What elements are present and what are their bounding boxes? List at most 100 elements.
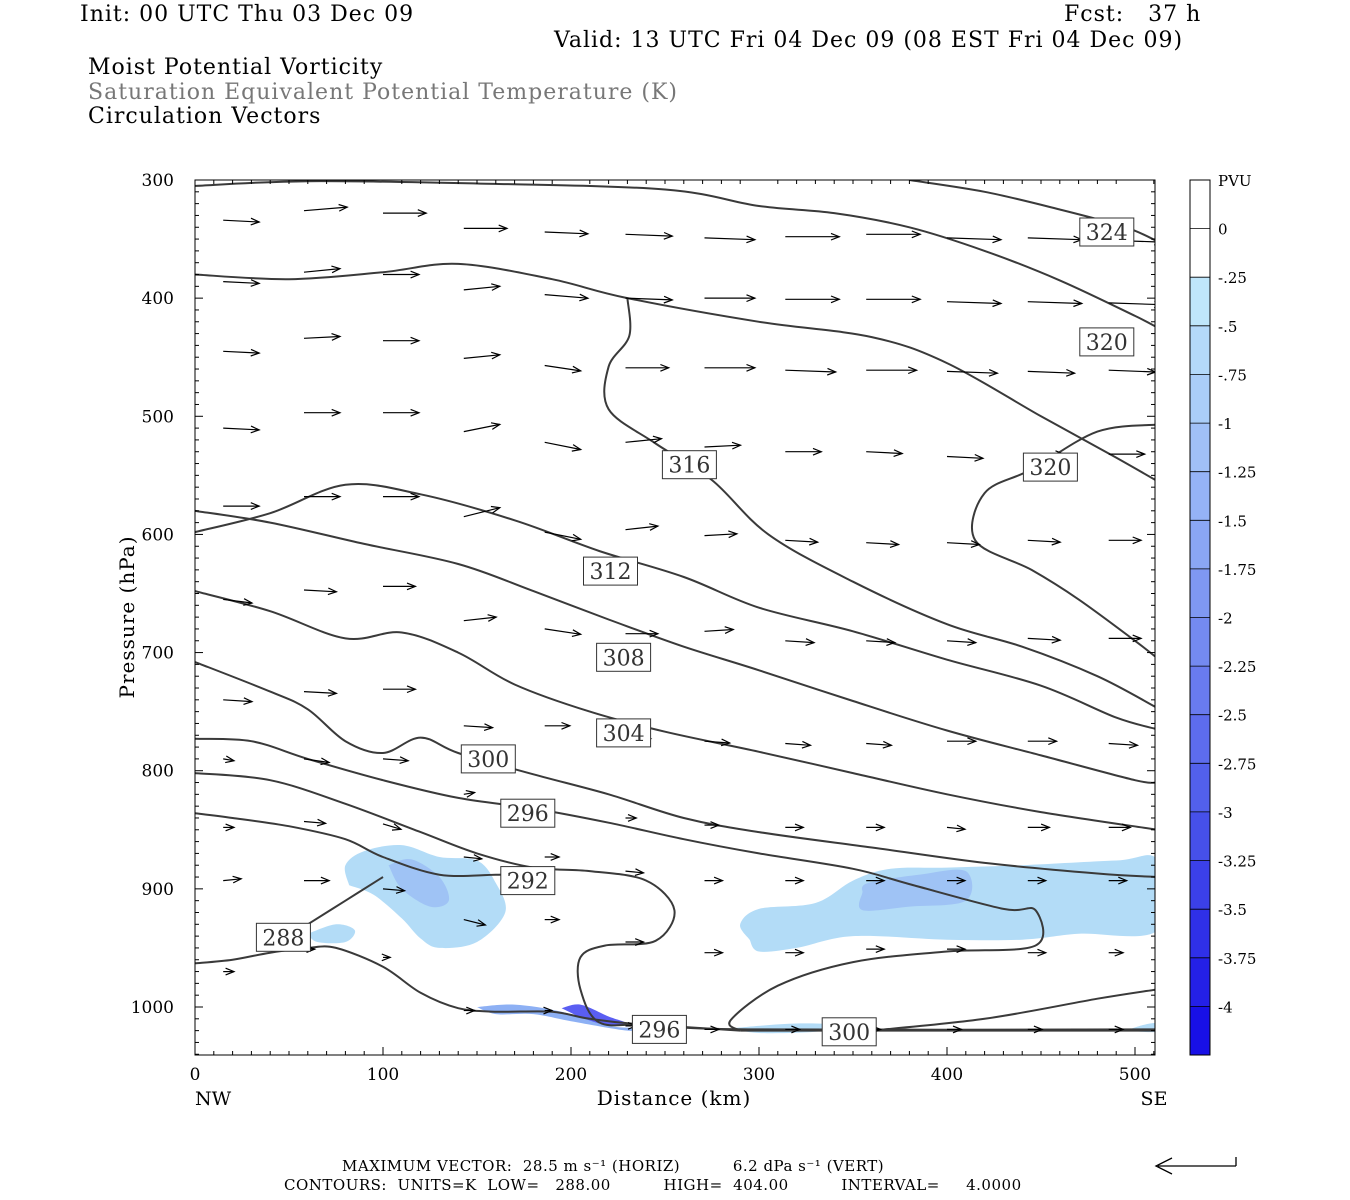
vector-arrow — [785, 295, 841, 304]
colorbar-label: -2 — [1218, 610, 1233, 628]
colorbar-label: 0 — [1218, 221, 1228, 239]
vector-arrow — [1027, 299, 1084, 308]
vector-arrow — [946, 369, 1000, 377]
contour-label-308: 308 — [596, 642, 652, 672]
vector-arrow — [785, 537, 820, 546]
contour-line-308 — [195, 590, 1155, 831]
svg-text:296: 296 — [507, 802, 549, 827]
vector-arrow — [785, 638, 816, 646]
vector-arrow — [223, 823, 236, 832]
colorbar-swatch — [1190, 909, 1210, 959]
vector-arrow — [866, 230, 922, 239]
contour-line-296 — [195, 772, 741, 1032]
vector-arrow — [223, 967, 236, 976]
vector-arrow — [463, 919, 487, 927]
vector-arrow — [1108, 634, 1143, 643]
vector-arrow — [704, 626, 735, 634]
y-tick-label: 700 — [142, 644, 174, 664]
vector-arrow — [704, 821, 721, 829]
pv-shading — [307, 844, 1155, 1034]
svg-text:288: 288 — [262, 926, 304, 951]
vector-arrow — [223, 217, 261, 226]
vector-arrow — [303, 265, 342, 274]
vector-arrow — [866, 945, 886, 953]
svg-text:320: 320 — [1029, 456, 1071, 481]
colorbar-label: -1.25 — [1218, 464, 1256, 482]
y-tick-label: 500 — [142, 407, 174, 427]
colorbar-swatch — [1190, 520, 1210, 570]
vector-arrow — [223, 425, 261, 434]
vector-arrow — [544, 441, 583, 452]
vector-arrow — [625, 435, 664, 444]
vector-arrow — [463, 854, 484, 862]
vector-arrow — [947, 876, 967, 885]
field-title-theta-es: Saturation Equivalent Potential Temperat… — [88, 80, 678, 105]
vector-arrow — [785, 740, 813, 749]
vector-arrow — [1108, 1025, 1125, 1034]
vector-arrow — [544, 853, 561, 861]
vector-arrow — [1027, 1025, 1044, 1034]
vector-arrow — [866, 740, 894, 749]
y-tick-label: 300 — [142, 171, 174, 191]
colorbar-label: -1 — [1218, 415, 1233, 433]
colorbar-swatch — [1190, 617, 1210, 667]
vector-arrow — [785, 823, 805, 832]
vector-arrow — [785, 1025, 802, 1034]
vector-arrow — [383, 492, 421, 501]
forecast-hour: Fcst: 37 h — [1064, 2, 1202, 27]
colorbar-label: -3.75 — [1218, 950, 1256, 968]
x-axis-title: Distance (km) — [597, 1086, 752, 1110]
vector-arrow — [303, 587, 339, 596]
vector-arrow — [383, 336, 421, 345]
colorbar-swatch — [1190, 374, 1210, 424]
colorbar-swatch — [1190, 277, 1210, 327]
vector-arrow — [383, 209, 428, 217]
contour-line-292b — [307, 876, 384, 926]
vector-arrow — [866, 366, 919, 375]
contour-label-320: 320 — [1022, 452, 1078, 482]
pv-shade-region-2 — [388, 858, 450, 908]
svg-text:292: 292 — [507, 870, 549, 895]
vector-arrow — [866, 823, 886, 832]
contour-line-304 — [195, 661, 1155, 878]
colorbar-swatch — [1190, 568, 1210, 618]
vector-arrow — [381, 953, 392, 962]
vector-arrow — [1108, 300, 1155, 309]
x-tick-label: 300 — [743, 1065, 775, 1085]
svg-text:300: 300 — [467, 748, 509, 773]
vector-arrow — [1108, 740, 1140, 749]
vector-arrow — [1027, 823, 1052, 832]
vector-arrow — [1027, 737, 1059, 746]
vector-arrow — [625, 868, 646, 876]
vector-arrow — [543, 1006, 554, 1015]
theta-es-contours — [195, 180, 1155, 1032]
vector-arrow — [223, 502, 261, 510]
colorbar-swatch — [1190, 666, 1210, 716]
vector-arrow — [785, 447, 823, 456]
vector-arrow — [625, 231, 674, 240]
x-tick-label: 500 — [1119, 1065, 1151, 1085]
svg-text:324: 324 — [1086, 221, 1128, 246]
vector-arrow — [704, 294, 757, 303]
colorbar-label: -.5 — [1218, 318, 1237, 336]
vector-arrow — [463, 283, 502, 291]
circulation-vectors — [223, 203, 1155, 1034]
contour-label-312: 312 — [583, 556, 638, 586]
vector-arrow — [223, 755, 236, 764]
y-tick-label: 900 — [142, 880, 174, 900]
vector-arrow — [463, 1006, 477, 1015]
colorbar-swatch — [1190, 423, 1210, 473]
contour-line-300 — [195, 737, 1045, 1032]
vector-arrow — [303, 818, 328, 827]
vector-arrow — [866, 449, 904, 457]
vector-arrow — [463, 505, 502, 518]
vector-arrow — [947, 945, 967, 953]
vector-arrow — [866, 638, 897, 646]
vector-arrow — [382, 756, 410, 764]
colorbar-label: -2.25 — [1218, 658, 1256, 676]
vector-arrow — [1108, 367, 1155, 376]
contour-line-312 — [195, 509, 1155, 784]
colorbar-label: -2.5 — [1218, 707, 1247, 725]
colorbar-label: -3.5 — [1218, 901, 1247, 919]
